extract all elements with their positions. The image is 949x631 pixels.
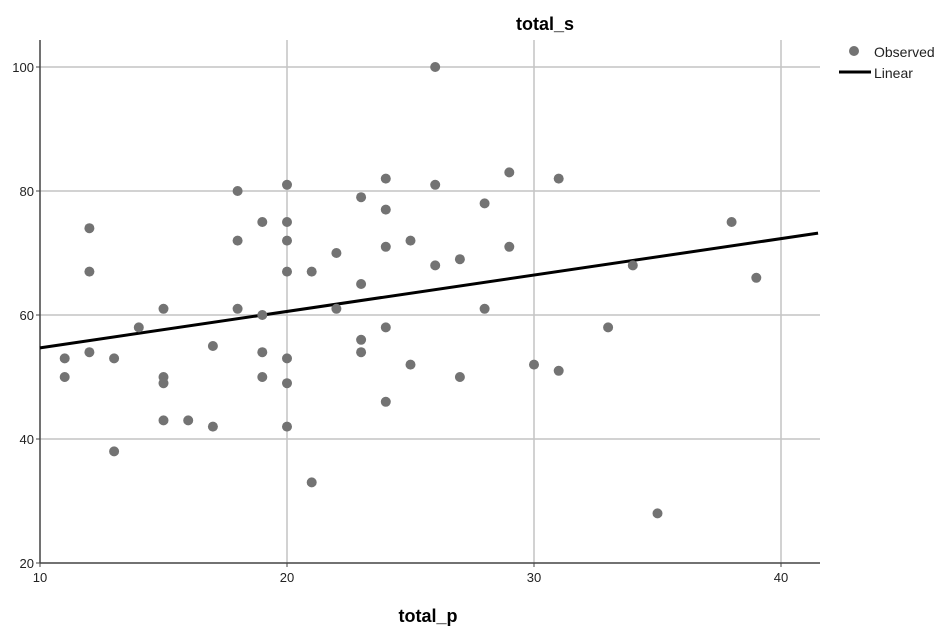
data-point	[430, 179, 441, 190]
data-point	[553, 365, 564, 376]
data-point	[232, 235, 243, 246]
axes	[39, 40, 820, 564]
data-point	[282, 179, 292, 190]
data-point	[331, 303, 342, 314]
data-point	[430, 62, 441, 72]
data-point	[282, 378, 292, 389]
data-point	[207, 421, 218, 432]
data-point	[356, 192, 367, 203]
data-point	[84, 266, 95, 277]
regression-line	[39, 231, 819, 350]
data-point	[158, 303, 169, 314]
data-point	[529, 359, 539, 370]
x-tick-label: 30	[527, 570, 541, 585]
legend-linear-label: Linear	[874, 65, 913, 81]
x-tick-label: 20	[280, 570, 294, 585]
data-point	[59, 353, 70, 364]
legend-observed-label: Observed	[874, 44, 935, 60]
y-tick-label: 20	[20, 556, 34, 571]
data-point	[84, 223, 95, 234]
data-point	[454, 254, 465, 265]
data-point	[380, 396, 391, 407]
regression-line-group	[39, 231, 819, 350]
data-point	[356, 279, 367, 289]
data-point	[479, 303, 490, 314]
data-point	[282, 353, 292, 364]
x-tick-label: 40	[774, 570, 788, 585]
legend: Observed Linear	[839, 44, 935, 81]
y-tick-label: 100	[12, 60, 34, 75]
data-points	[59, 62, 762, 519]
data-point	[282, 266, 292, 277]
data-point	[257, 347, 268, 358]
data-point	[504, 241, 515, 252]
data-point	[84, 347, 95, 358]
data-point	[652, 508, 663, 519]
grid-lines	[40, 40, 820, 563]
data-point	[627, 260, 638, 271]
data-point	[109, 353, 120, 364]
data-point	[380, 322, 391, 333]
data-point	[59, 372, 70, 382]
y-tick-label: 60	[20, 308, 34, 323]
x-tick-label: 10	[33, 570, 47, 585]
data-point	[282, 217, 292, 227]
data-point	[430, 260, 441, 271]
y-tick-label: 80	[20, 184, 34, 199]
data-point	[553, 173, 564, 184]
data-point	[257, 372, 268, 382]
data-point	[479, 198, 490, 209]
data-point	[726, 217, 737, 227]
data-point	[603, 322, 614, 333]
data-point	[232, 303, 243, 314]
data-point	[405, 235, 416, 246]
data-point	[306, 477, 317, 488]
data-point	[158, 415, 169, 426]
data-point	[183, 415, 194, 426]
data-point	[133, 322, 144, 333]
chart-title: total_s	[516, 14, 574, 34]
data-point	[158, 378, 169, 389]
data-point	[751, 272, 762, 283]
data-point	[356, 347, 367, 358]
data-point	[207, 341, 218, 351]
data-point	[232, 186, 243, 196]
data-point	[257, 217, 268, 227]
data-point	[306, 266, 317, 277]
data-point	[257, 310, 268, 320]
data-point	[504, 167, 515, 178]
data-point	[380, 204, 391, 215]
data-point	[454, 372, 465, 382]
data-point	[109, 446, 120, 457]
y-tick-label: 40	[20, 432, 34, 447]
data-point	[356, 334, 367, 345]
data-point	[405, 359, 416, 370]
data-point	[282, 235, 292, 246]
data-point	[331, 248, 342, 258]
data-point	[282, 421, 292, 432]
x-axis-title: total_p	[398, 606, 457, 626]
data-point	[380, 173, 391, 184]
legend-observed-marker	[849, 46, 859, 56]
data-point	[380, 241, 391, 252]
